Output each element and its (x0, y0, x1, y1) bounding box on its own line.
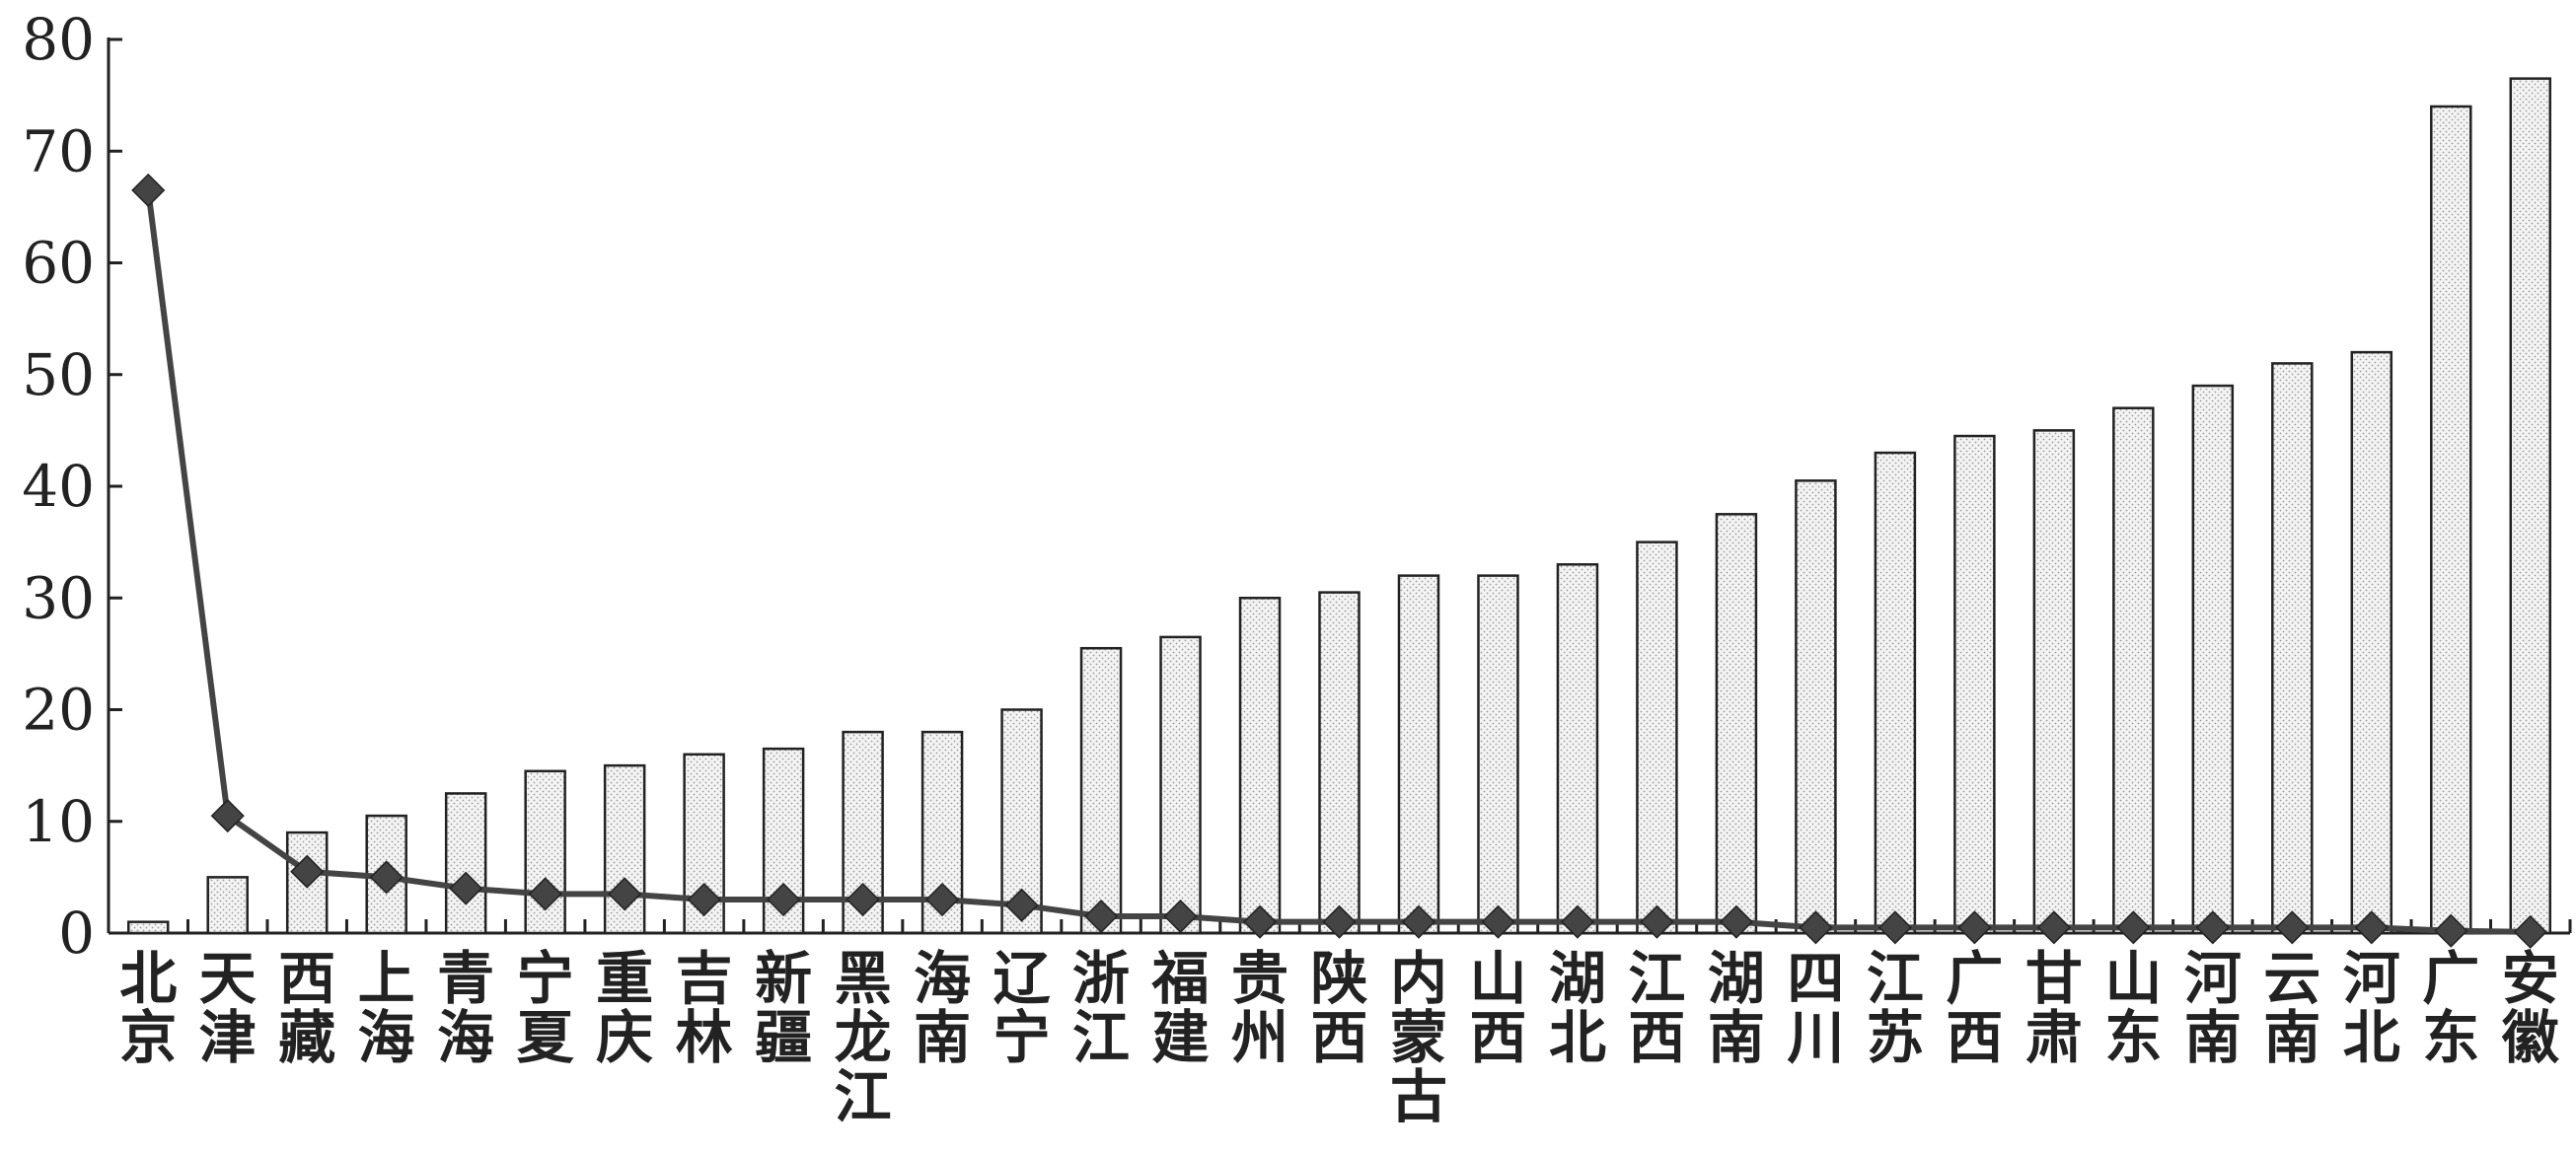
bar (1159, 635, 1202, 935)
line-point (925, 882, 960, 917)
line-series (131, 173, 2547, 949)
y-tick-label: 50 (22, 341, 95, 408)
line-point (1481, 904, 1515, 939)
line-point (2036, 910, 2071, 945)
bar (2191, 384, 2235, 935)
bar (126, 920, 170, 935)
x-tick-label: 河北 (2343, 945, 2400, 1071)
x-tick-label: 湖北 (1549, 945, 1606, 1071)
x-tick-label: 安徽 (2501, 945, 2560, 1071)
bar (1318, 591, 1361, 935)
bar (2509, 77, 2552, 935)
y-axis: 0 10 20 30 40 50 60 70 80 (22, 6, 122, 967)
x-tick-label: 河南 (2184, 945, 2242, 1071)
y-tick-label: 30 (22, 564, 95, 631)
line-point (2275, 910, 2310, 945)
bar (1556, 563, 1599, 935)
line-point (846, 882, 880, 917)
x-tick-label: 新疆 (755, 945, 812, 1071)
y-tick-label: 70 (22, 117, 95, 184)
y-tick-label: 0 (58, 900, 95, 967)
x-tick-label: 西藏 (278, 945, 335, 1071)
bar (1953, 434, 1996, 935)
bar (1397, 574, 1440, 935)
bar (444, 792, 487, 935)
line-point (210, 799, 245, 833)
line-point (2195, 910, 2230, 945)
x-tick-label: 江苏 (1867, 945, 1924, 1071)
line-point (1877, 910, 1912, 945)
line-point (1799, 910, 1833, 945)
x-tick-label: 广西 (1946, 945, 2003, 1071)
bar-series (126, 77, 2552, 935)
y-tick-label: 60 (22, 230, 95, 297)
x-tick-label: 吉林 (676, 945, 733, 1071)
line-point (1640, 904, 1674, 939)
line-point (2354, 910, 2389, 945)
bar (2350, 350, 2393, 935)
x-tick-label: 内蒙古 (1390, 945, 1447, 1130)
x-tick-label: 云南 (2263, 945, 2320, 1071)
line-point (2116, 910, 2151, 945)
bar (1636, 541, 1678, 935)
line-point (1322, 904, 1357, 939)
bar (2032, 429, 2076, 935)
y-tick-label: 10 (22, 788, 95, 855)
x-tick-label: 天津 (199, 945, 257, 1071)
bar (1477, 574, 1519, 935)
x-tick-label: 广东 (2422, 945, 2479, 1071)
x-tick-label: 山西 (1469, 945, 1526, 1071)
line-point (1163, 899, 1198, 934)
line-point (2434, 913, 2468, 948)
line-point (1719, 904, 1753, 939)
line-point (687, 882, 721, 917)
line-point (528, 877, 562, 911)
bar (2430, 105, 2472, 935)
line-point (2513, 914, 2547, 949)
line-point (608, 877, 642, 911)
bar (1079, 646, 1123, 935)
line-point (1083, 899, 1119, 934)
x-tick-label: 北京 (119, 945, 177, 1071)
y-tick-label: 20 (22, 677, 95, 744)
x-tick-label: 浙江 (1072, 945, 1130, 1071)
x-tick-label: 福建 (1151, 945, 1210, 1071)
line-point (449, 871, 483, 905)
x-tick-label: 四川 (1787, 945, 1844, 1071)
x-tick-label: 湖南 (1708, 945, 1765, 1071)
y-tick-label: 40 (22, 453, 95, 520)
x-tick-label: 海南 (914, 945, 971, 1071)
x-tick-label: 山东 (2104, 945, 2162, 1071)
line-point (369, 860, 404, 895)
x-tick-label: 上海 (358, 945, 415, 1071)
line-point (1560, 904, 1595, 939)
bar (2271, 362, 2314, 935)
x-tick-label: 江西 (1628, 945, 1685, 1071)
bar (2112, 406, 2155, 935)
x-tick-label: 辽宁 (994, 945, 1051, 1071)
line-point (290, 854, 325, 889)
bar (1238, 597, 1282, 935)
x-tick-label: 青海 (437, 945, 494, 1071)
line-point (767, 882, 801, 917)
bar (1795, 479, 1837, 935)
x-tick-label: 宁夏 (517, 945, 575, 1071)
x-axis: 北京天津西藏上海青海宁夏重庆吉林新疆黑龙江海南辽宁浙江福建贵州陕西内蒙古山西湖北… (109, 919, 2572, 1130)
bar (206, 876, 249, 935)
bar (1715, 513, 1758, 935)
y-tick-label: 80 (22, 6, 95, 73)
x-tick-label: 黑龙江 (835, 945, 892, 1130)
line-point (131, 173, 166, 207)
line-point (1242, 904, 1278, 939)
line-point (1401, 904, 1436, 939)
bar (1874, 451, 1917, 935)
x-tick-label: 重庆 (596, 945, 653, 1071)
x-tick-label: 贵州 (1231, 945, 1288, 1071)
x-tick-label: 甘肃 (2025, 945, 2083, 1071)
line-point (1957, 910, 1992, 945)
line-point (1004, 888, 1039, 922)
x-tick-label: 陕西 (1310, 945, 1367, 1071)
